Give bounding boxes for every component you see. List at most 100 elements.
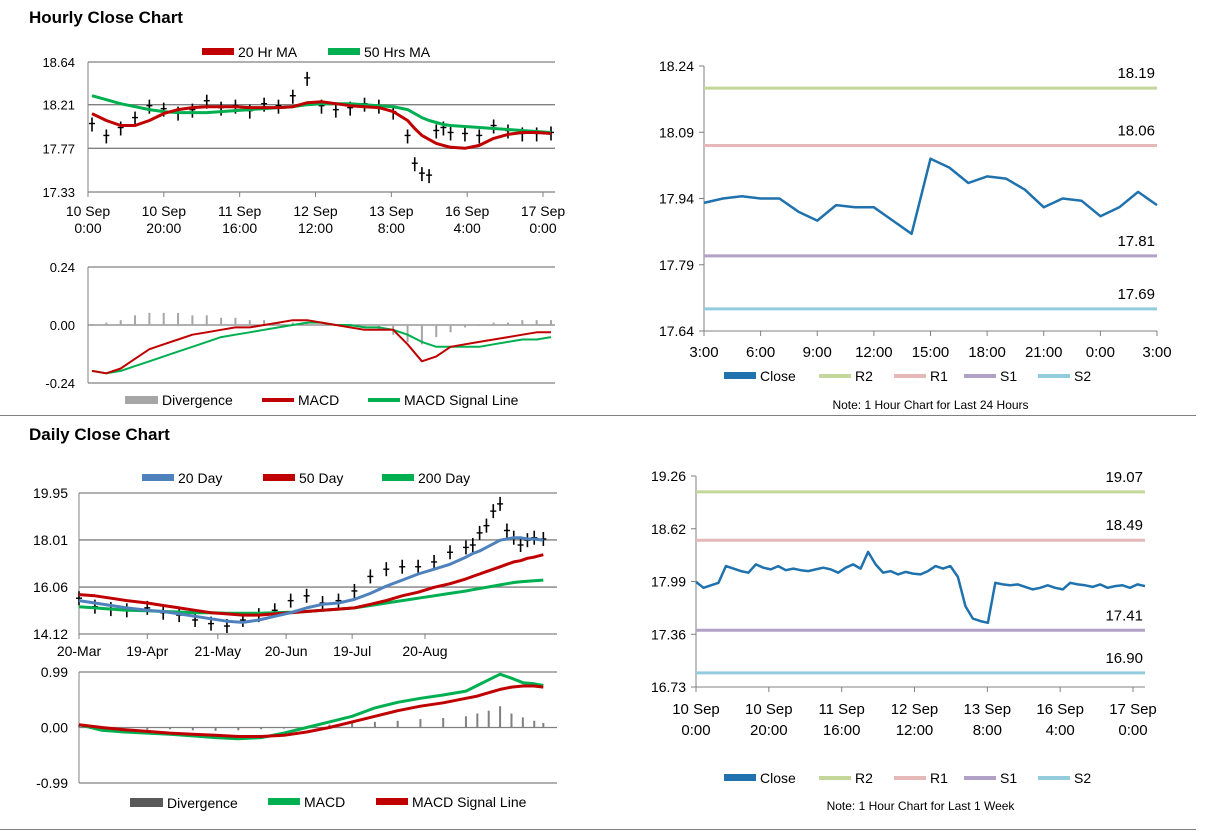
hm-divergence-bar: [435, 325, 438, 338]
hw-xtick-date: 10 Sep: [745, 701, 793, 718]
bottom-separator: [0, 829, 1196, 830]
hm-divergence-bar: [506, 322, 509, 325]
hp-xtick-date: 10 Sep: [142, 203, 187, 219]
hm-ytick: 0.24: [50, 260, 75, 275]
hp-xtick-date: 17 Sep: [521, 203, 566, 219]
dm-divergence-bar: [487, 710, 490, 728]
hm-divergence-bar: [148, 312, 151, 325]
dp-legend-50day-swatch: [263, 474, 295, 481]
dp-xtick: 19-Jul: [333, 643, 371, 659]
hw-close-line: [695, 550, 1146, 625]
dp-ytick: 18.01: [33, 532, 68, 548]
hm-divergence-bar: [363, 325, 366, 328]
h24-legend-r2-swatch: [819, 374, 851, 378]
hw-xtick-time: 12:00: [896, 722, 934, 739]
dp-xtick: 20-Mar: [57, 643, 102, 659]
hm-divergence-bar: [191, 315, 194, 325]
dp-legend-20day-label: 20 Day: [178, 470, 222, 486]
dm-divergence-bar: [123, 727, 126, 729]
dm-divergence-bar: [464, 716, 467, 728]
hw-xtick-time: 0:00: [1118, 722, 1147, 739]
dm-divergence-bar: [351, 723, 354, 728]
h24-legend-s2-label: S2: [1074, 368, 1091, 384]
hp-xtick-time: 0:00: [529, 220, 556, 236]
h24-level-label-r1: 18.06: [1117, 123, 1155, 140]
h24-legend-s1-label: S1: [1000, 368, 1017, 384]
h24-level-label-r2: 18.19: [1117, 65, 1155, 82]
hm-divergence-bar: [449, 325, 452, 333]
h24-legend-s1-swatch: [964, 374, 996, 378]
h24-xtick: 9:00: [803, 344, 832, 361]
hp-ytick: 17.33: [42, 185, 75, 200]
hp-legend-20hr-label: 20 Hr MA: [238, 44, 298, 60]
hp-xtick-time: 4:00: [454, 220, 481, 236]
hm-divergence-bar: [478, 325, 481, 326]
hp-xtick-time: 16:00: [222, 220, 257, 236]
hp-legend-50hr-label: 50 Hrs MA: [364, 44, 431, 60]
hm-divergence-bar: [535, 320, 538, 325]
h24-legend-r1-label: R1: [930, 368, 948, 384]
hp-xtick-time: 12:00: [298, 220, 333, 236]
hp-xtick-date: 13 Sep: [369, 203, 414, 219]
hm-divergence-bar: [406, 325, 409, 342]
h24-ytick: 18.09: [659, 124, 694, 140]
h24-ytick: 17.79: [659, 257, 694, 273]
h24-xtick: 0:00: [1086, 344, 1115, 361]
hw-xtick-date: 13 Sep: [964, 701, 1012, 718]
hm-ytick: 0.00: [50, 318, 75, 333]
dm-divergence-bar: [191, 727, 194, 731]
dp-xtick: 20-Aug: [402, 643, 447, 659]
hw-legend-r2-label: R2: [855, 770, 873, 786]
hw-ytick: 19.26: [651, 468, 686, 484]
dp-ytick: 16.06: [33, 579, 68, 595]
hw-xtick-time: 20:00: [750, 722, 788, 739]
hw-xtick-time: 8:00: [973, 722, 1002, 739]
hw-xtick-time: 4:00: [1046, 722, 1075, 739]
dp-ytick: 14.12: [33, 626, 68, 642]
dm-signal-line: [78, 684, 544, 738]
hm-divergence-bar: [234, 317, 237, 325]
hw-level-label-s2: 16.90: [1105, 650, 1143, 667]
dm-divergence-bar: [396, 720, 399, 728]
h24-xtick: 6:00: [746, 344, 775, 361]
h24-ytick: 17.64: [659, 323, 694, 339]
hm-divergence-bar: [420, 325, 423, 345]
h24-legend-close-swatch: [724, 372, 756, 379]
hm-macd-line: [91, 319, 551, 375]
dp-legend-200day-swatch: [382, 474, 414, 481]
h24-xtick: 15:00: [912, 344, 950, 361]
dm-ytick: 0.00: [41, 720, 68, 736]
h24-xtick: 12:00: [855, 344, 893, 361]
h24-level-label-s1: 17.81: [1117, 233, 1155, 250]
hm-legend-signal-label: MACD Signal Line: [404, 392, 519, 408]
hp-20hr-ma-line: [91, 100, 552, 150]
dp-legend-20day-swatch: [142, 474, 174, 481]
hw-xtick-time: 0:00: [681, 722, 710, 739]
hm-divergence-bar: [162, 312, 165, 325]
hw-xtick-date: 11 Sep: [818, 701, 864, 718]
h24-xtick: 3:00: [1142, 344, 1171, 361]
hw-xtick-date: 16 Sep: [1036, 701, 1084, 718]
dm-divergence-bar: [282, 727, 285, 729]
hm-ytick: -0.24: [45, 376, 75, 391]
hw-xtick-time: 16:00: [823, 722, 861, 739]
hp-xtick-time: 8:00: [378, 220, 405, 236]
dp-xtick: 21-May: [195, 643, 242, 659]
dm-legend-signal-swatch: [376, 798, 408, 805]
dm-legend-macd-swatch: [268, 798, 300, 805]
hw-ytick: 17.36: [651, 626, 686, 642]
hw-legend-close-swatch: [724, 774, 756, 781]
dp-50day-line: [78, 553, 544, 617]
hp-xtick-date: 11 Sep: [218, 203, 262, 219]
hp-xtick-time: 20:00: [146, 220, 181, 236]
dm-divergence-bar: [533, 720, 536, 728]
h24-close-line: [703, 157, 1158, 236]
dm-divergence-bar: [169, 727, 172, 730]
hw-level-label-r1: 18.49: [1105, 517, 1143, 534]
hw-xtick-date: 17 Sep: [1109, 701, 1157, 718]
hm-divergence-bar: [105, 322, 108, 325]
h24-level-label-s2: 17.69: [1117, 286, 1155, 303]
section-separator: [0, 415, 1196, 416]
h24-xtick: 18:00: [968, 344, 1006, 361]
dm-divergence-bar: [373, 721, 376, 728]
